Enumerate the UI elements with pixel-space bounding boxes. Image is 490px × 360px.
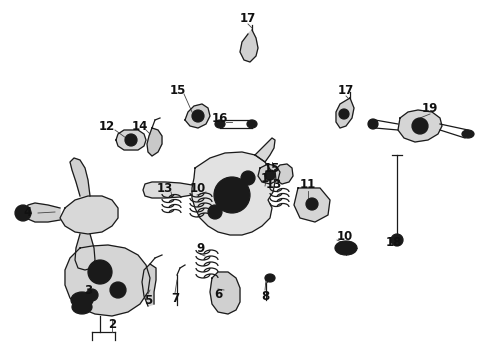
Circle shape [114, 286, 122, 294]
Polygon shape [116, 130, 146, 150]
Text: 3: 3 [84, 284, 92, 297]
Text: 10: 10 [337, 230, 353, 243]
Polygon shape [255, 138, 275, 162]
Ellipse shape [215, 120, 225, 128]
Text: 17: 17 [338, 84, 354, 96]
Ellipse shape [265, 274, 275, 282]
Text: 9: 9 [196, 242, 204, 255]
Text: 8: 8 [261, 289, 269, 302]
Polygon shape [142, 264, 156, 306]
Circle shape [125, 134, 137, 146]
Text: 17: 17 [240, 12, 256, 24]
Circle shape [192, 110, 204, 122]
Circle shape [369, 120, 377, 128]
Circle shape [86, 289, 98, 301]
Polygon shape [240, 30, 258, 62]
Text: 2: 2 [108, 319, 116, 332]
Circle shape [267, 275, 273, 281]
Ellipse shape [71, 292, 93, 308]
Text: 11: 11 [300, 179, 316, 192]
Text: 16: 16 [212, 112, 228, 125]
Text: 6: 6 [214, 288, 222, 302]
Text: 1: 1 [261, 171, 269, 184]
Circle shape [412, 118, 428, 134]
Circle shape [265, 170, 275, 180]
Ellipse shape [76, 303, 88, 311]
Polygon shape [70, 158, 90, 196]
Ellipse shape [462, 130, 474, 138]
Circle shape [306, 198, 318, 210]
Polygon shape [210, 272, 240, 314]
Circle shape [339, 109, 349, 119]
Text: 13: 13 [266, 179, 282, 192]
Polygon shape [275, 164, 293, 184]
Ellipse shape [72, 300, 92, 314]
Circle shape [222, 185, 242, 205]
Circle shape [342, 244, 350, 252]
Polygon shape [147, 128, 162, 156]
Text: 10: 10 [190, 181, 206, 194]
Text: 18: 18 [386, 235, 402, 248]
Text: 15: 15 [264, 162, 280, 175]
Polygon shape [398, 110, 442, 142]
Text: 7: 7 [171, 292, 179, 306]
Polygon shape [336, 98, 354, 128]
Polygon shape [75, 234, 95, 270]
Text: 15: 15 [170, 84, 186, 96]
Circle shape [94, 266, 106, 278]
Polygon shape [65, 245, 150, 316]
Text: 19: 19 [422, 102, 438, 114]
Polygon shape [294, 188, 330, 222]
Text: 5: 5 [144, 293, 152, 306]
Circle shape [110, 282, 126, 298]
Text: 4: 4 [24, 207, 32, 220]
Text: 14: 14 [132, 120, 148, 132]
Ellipse shape [247, 120, 257, 128]
Ellipse shape [368, 119, 378, 129]
Text: 12: 12 [99, 120, 115, 132]
Circle shape [214, 177, 250, 213]
Polygon shape [185, 104, 210, 128]
Circle shape [208, 205, 222, 219]
Ellipse shape [75, 295, 89, 305]
Circle shape [391, 234, 403, 246]
Polygon shape [60, 196, 118, 234]
Circle shape [88, 260, 112, 284]
Polygon shape [143, 182, 192, 198]
Ellipse shape [335, 241, 357, 255]
Circle shape [241, 171, 255, 185]
Circle shape [19, 209, 27, 217]
Polygon shape [258, 164, 280, 184]
Circle shape [15, 205, 31, 221]
Polygon shape [192, 152, 275, 235]
Text: 13: 13 [157, 181, 173, 194]
Polygon shape [25, 203, 60, 222]
Circle shape [416, 122, 424, 130]
